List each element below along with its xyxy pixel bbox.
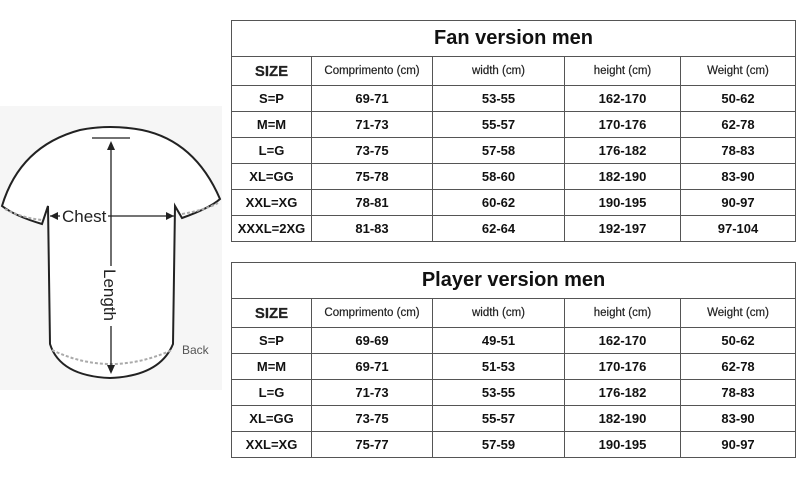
value-cell: 55-57	[432, 405, 565, 432]
value-cell: 71-73	[311, 379, 433, 406]
value-cell: 49-51	[432, 327, 565, 354]
tshirt-back-icon: Chest Length Back	[0, 126, 222, 380]
column-header: SIZE	[231, 298, 312, 328]
size-cell: XXL=XG	[231, 431, 312, 458]
fan-version-size-table: Fan version men SIZE Comprimento (cm) widt…	[230, 20, 797, 242]
value-cell: 75-78	[311, 163, 433, 190]
value-cell: 90-97	[679, 189, 797, 216]
size-cell: S=P	[231, 85, 312, 112]
header-row: SIZE Comprimento (cm) width (cm) height (cm…	[231, 56, 797, 86]
value-cell: 83-90	[679, 163, 797, 190]
value-cell: 170-176	[564, 111, 681, 138]
value-cell: 69-69	[311, 327, 433, 354]
value-cell: 73-75	[311, 405, 433, 432]
tshirt-measurement-diagram: Chest Length Back	[0, 106, 222, 390]
table-title: Player version men	[230, 262, 797, 299]
table-row: XL=GG 75-78 58-60 182-190 83-90	[231, 163, 797, 190]
value-cell: 62-78	[679, 353, 797, 380]
value-cell: 75-77	[311, 431, 433, 458]
value-cell: 78-83	[679, 379, 797, 406]
value-cell: 53-55	[432, 85, 565, 112]
value-cell: 50-62	[679, 327, 797, 354]
size-cell: M=M	[231, 111, 312, 138]
table-row: XXL=XG 75-77 57-59 190-195 90-97	[231, 431, 797, 458]
size-cell: S=P	[231, 327, 312, 354]
size-cell: XXXL=2XG	[231, 215, 312, 242]
value-cell: 55-57	[432, 111, 565, 138]
length-label: Length	[100, 269, 119, 321]
player-version-size-table: Player version men SIZE Comprimento (cm) w…	[230, 262, 797, 458]
column-header: SIZE	[231, 56, 312, 86]
value-cell: 60-62	[432, 189, 565, 216]
value-cell: 182-190	[564, 163, 681, 190]
table-row: XXXL=2XG 81-83 62-64 192-197 97-104	[231, 215, 797, 242]
table-row: L=G 71-73 53-55 176-182 78-83	[231, 379, 797, 406]
value-cell: 162-170	[564, 327, 681, 354]
size-cell: XL=GG	[231, 163, 312, 190]
value-cell: 90-97	[679, 431, 797, 458]
column-header: Comprimento (cm)	[311, 56, 433, 86]
header-row: SIZE Comprimento (cm) width (cm) height (cm…	[231, 298, 797, 328]
value-cell: 51-53	[432, 353, 565, 380]
value-cell: 69-71	[311, 85, 433, 112]
value-cell: 97-104	[679, 215, 797, 242]
value-cell: 162-170	[564, 85, 681, 112]
value-cell: 81-83	[311, 215, 433, 242]
value-cell: 57-59	[432, 431, 565, 458]
value-cell: 58-60	[432, 163, 565, 190]
column-header: height (cm)	[564, 56, 681, 86]
table-row: S=P 69-71 53-55 162-170 50-62	[231, 85, 797, 112]
value-cell: 83-90	[679, 405, 797, 432]
value-cell: 73-75	[311, 137, 433, 164]
value-cell: 78-83	[679, 137, 797, 164]
value-cell: 170-176	[564, 353, 681, 380]
table-row: XXL=XG 78-81 60-62 190-195 90-97	[231, 189, 797, 216]
back-label: Back	[182, 343, 210, 357]
column-header: Comprimento (cm)	[311, 298, 433, 328]
table-row: XL=GG 73-75 55-57 182-190 83-90	[231, 405, 797, 432]
table-title: Fan version men	[230, 20, 797, 57]
column-header: Weight (cm)	[679, 56, 797, 86]
column-header: Weight (cm)	[679, 298, 797, 328]
value-cell: 176-182	[564, 379, 681, 406]
value-cell: 50-62	[679, 85, 797, 112]
table-row: M=M 71-73 55-57 170-176 62-78	[231, 111, 797, 138]
size-cell: L=G	[231, 137, 312, 164]
size-cell: M=M	[231, 353, 312, 380]
table-row: M=M 69-71 51-53 170-176 62-78	[231, 353, 797, 380]
value-cell: 69-71	[311, 353, 433, 380]
value-cell: 182-190	[564, 405, 681, 432]
size-cell: L=G	[231, 379, 312, 406]
table-row: S=P 69-69 49-51 162-170 50-62	[231, 327, 797, 354]
value-cell: 78-81	[311, 189, 433, 216]
size-cell: XL=GG	[231, 405, 312, 432]
value-cell: 57-58	[432, 137, 565, 164]
value-cell: 62-64	[432, 215, 565, 242]
value-cell: 62-78	[679, 111, 797, 138]
chest-label: Chest	[62, 207, 107, 226]
value-cell: 192-197	[564, 215, 681, 242]
value-cell: 176-182	[564, 137, 681, 164]
table-row: L=G 73-75 57-58 176-182 78-83	[231, 137, 797, 164]
value-cell: 53-55	[432, 379, 565, 406]
column-header: width (cm)	[432, 56, 565, 86]
value-cell: 190-195	[564, 189, 681, 216]
value-cell: 71-73	[311, 111, 433, 138]
column-header: width (cm)	[432, 298, 565, 328]
value-cell: 190-195	[564, 431, 681, 458]
size-cell: XXL=XG	[231, 189, 312, 216]
column-header: height (cm)	[564, 298, 681, 328]
